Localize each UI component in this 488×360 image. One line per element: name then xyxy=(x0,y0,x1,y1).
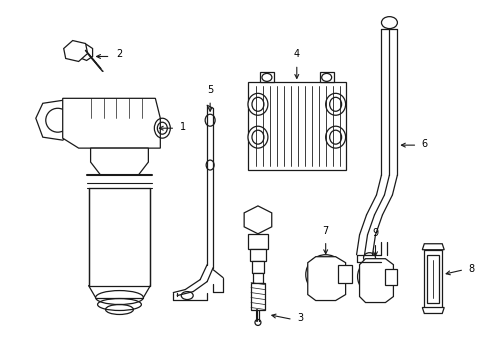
Bar xyxy=(247,234,267,249)
Ellipse shape xyxy=(381,17,397,28)
Polygon shape xyxy=(307,257,345,301)
Polygon shape xyxy=(62,98,160,148)
Bar xyxy=(260,72,273,82)
Text: 3: 3 xyxy=(297,314,304,324)
Ellipse shape xyxy=(325,126,345,148)
Bar xyxy=(88,188,150,285)
Polygon shape xyxy=(422,244,443,250)
Bar xyxy=(251,261,264,273)
Ellipse shape xyxy=(247,93,267,115)
Ellipse shape xyxy=(325,93,345,115)
Bar xyxy=(337,265,351,283)
Bar xyxy=(249,249,265,261)
Polygon shape xyxy=(359,259,393,302)
Bar xyxy=(385,269,397,285)
Text: 5: 5 xyxy=(206,85,213,95)
Text: 7: 7 xyxy=(322,226,328,236)
Text: 9: 9 xyxy=(372,228,378,238)
Polygon shape xyxy=(422,307,443,314)
Bar xyxy=(319,72,333,82)
Bar xyxy=(247,82,345,170)
Ellipse shape xyxy=(305,255,345,294)
Text: 6: 6 xyxy=(421,139,427,149)
Text: 4: 4 xyxy=(293,49,299,59)
Polygon shape xyxy=(77,45,92,60)
Bar xyxy=(252,273,263,283)
Text: 1: 1 xyxy=(180,122,186,132)
Polygon shape xyxy=(90,148,148,175)
Text: 2: 2 xyxy=(116,49,122,59)
Polygon shape xyxy=(36,100,79,140)
Bar xyxy=(250,283,264,310)
Bar xyxy=(427,255,438,302)
Bar xyxy=(424,250,441,307)
Text: 8: 8 xyxy=(467,264,473,274)
Polygon shape xyxy=(244,206,271,234)
Ellipse shape xyxy=(357,259,393,294)
Ellipse shape xyxy=(247,126,267,148)
Polygon shape xyxy=(63,41,87,62)
